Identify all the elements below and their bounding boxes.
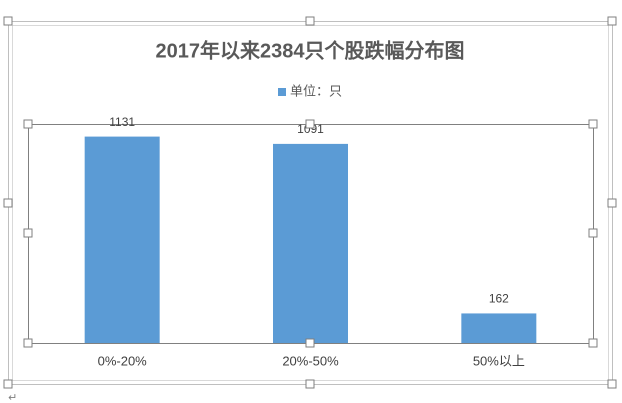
bar <box>461 313 537 343</box>
handles <box>3 16 617 389</box>
data-label: 1131 <box>109 115 135 129</box>
chart-title: 2017年以来2384只个股跌幅分布图 <box>156 38 465 62</box>
x-tick-label: 0%-20% <box>98 353 148 368</box>
legend-label: 单位：只 <box>290 83 342 98</box>
bar <box>84 136 160 343</box>
data-label: 162 <box>489 292 509 306</box>
bar <box>273 143 348 343</box>
legend-swatch <box>278 88 286 96</box>
data-label: 1091 <box>297 122 324 136</box>
x-tick-label: 50%以上 <box>473 353 525 368</box>
x-tick-label: 20%-50% <box>282 353 339 368</box>
paragraph-mark: ↵ <box>8 392 17 403</box>
